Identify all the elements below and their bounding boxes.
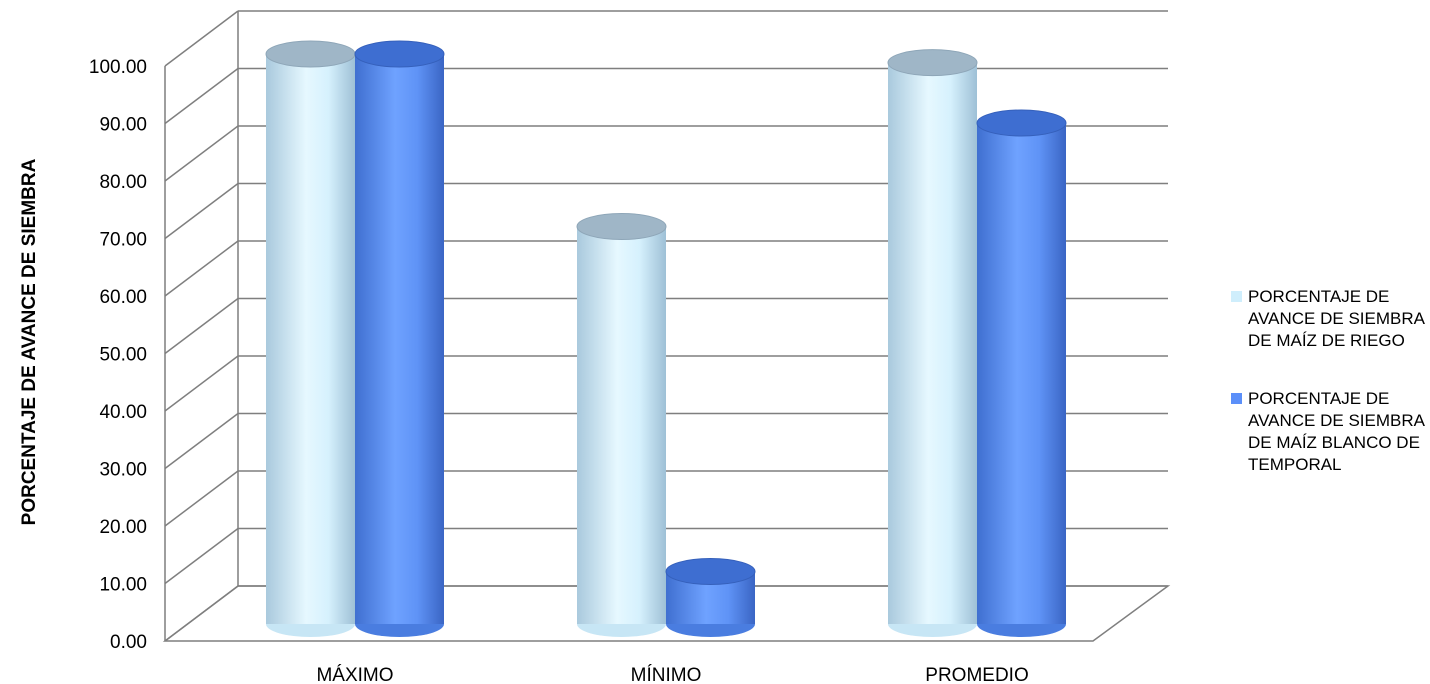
y-tick-label: 30.00 xyxy=(99,460,147,481)
gridline-depth xyxy=(164,67,239,125)
gridline-depth xyxy=(164,240,239,297)
x-tick-label-1: MÍNIMO xyxy=(631,665,702,684)
chart-floor xyxy=(162,585,1171,642)
chart-bars xyxy=(265,40,1067,637)
bar-riego-2 xyxy=(887,49,978,637)
gridline-depth xyxy=(164,125,239,182)
x-tick-label-2: PROMEDIO xyxy=(925,665,1028,684)
y-tick-label: 10.00 xyxy=(99,575,147,596)
gridline-depth xyxy=(164,470,239,527)
gridline-depth xyxy=(164,412,239,470)
gridline-depth xyxy=(164,527,239,585)
y-tick-label: 50.00 xyxy=(99,345,147,366)
legend-swatch-riego xyxy=(1231,291,1242,302)
y-axis-label: PORCENTAJE DE AVANCE DE SIEMBRA xyxy=(19,158,40,526)
legend-item-riego: PORCENTAJE DE AVANCE DE SIEMBRA DE MAÍZ … xyxy=(1226,286,1426,352)
y-tick-label: 90.00 xyxy=(99,115,147,136)
bar-temporal-1 xyxy=(665,558,756,637)
y-tick-label: 60.00 xyxy=(99,287,147,308)
gridline-depth xyxy=(164,182,239,240)
y-tick-labels: 0.00 10.00 20.00 30.00 40.00 50.00 60.00 70.00 8… xyxy=(89,57,147,653)
bar-temporal-0 xyxy=(354,40,445,637)
bar-riego-1 xyxy=(576,213,667,637)
gridline-depth xyxy=(164,355,239,412)
legend: PORCENTAJE DE AVANCE DE SIEMBRA DE MAÍZ … xyxy=(1226,286,1426,512)
legend-item-temporal: PORCENTAJE DE AVANCE DE SIEMBRA DE MAÍZ … xyxy=(1226,388,1426,476)
legend-label-temporal: PORCENTAJE DE AVANCE DE SIEMBRA DE MAÍZ … xyxy=(1248,389,1425,474)
y-tick-label: 80.00 xyxy=(99,172,147,193)
gridline-depth xyxy=(164,297,239,355)
y-tick-label: 40.00 xyxy=(99,402,147,423)
y-tick-label: 20.00 xyxy=(99,517,147,538)
legend-swatch-temporal xyxy=(1231,393,1242,404)
y-tick-label: 100.00 xyxy=(89,57,147,78)
legend-label-riego: PORCENTAJE DE AVANCE DE SIEMBRA DE MAÍZ … xyxy=(1248,287,1425,350)
x-tick-label-0: MÁXIMO xyxy=(316,665,393,684)
y-tick-label: 0.00 xyxy=(110,632,147,653)
y-tick-label: 70.00 xyxy=(99,230,147,251)
bar-temporal-2 xyxy=(976,109,1067,637)
x-tick-labels: MÁXIMO MÍNIMO PROMEDIO xyxy=(316,665,1028,684)
bar-riego-0 xyxy=(265,40,356,637)
gridline-depth xyxy=(164,10,239,67)
